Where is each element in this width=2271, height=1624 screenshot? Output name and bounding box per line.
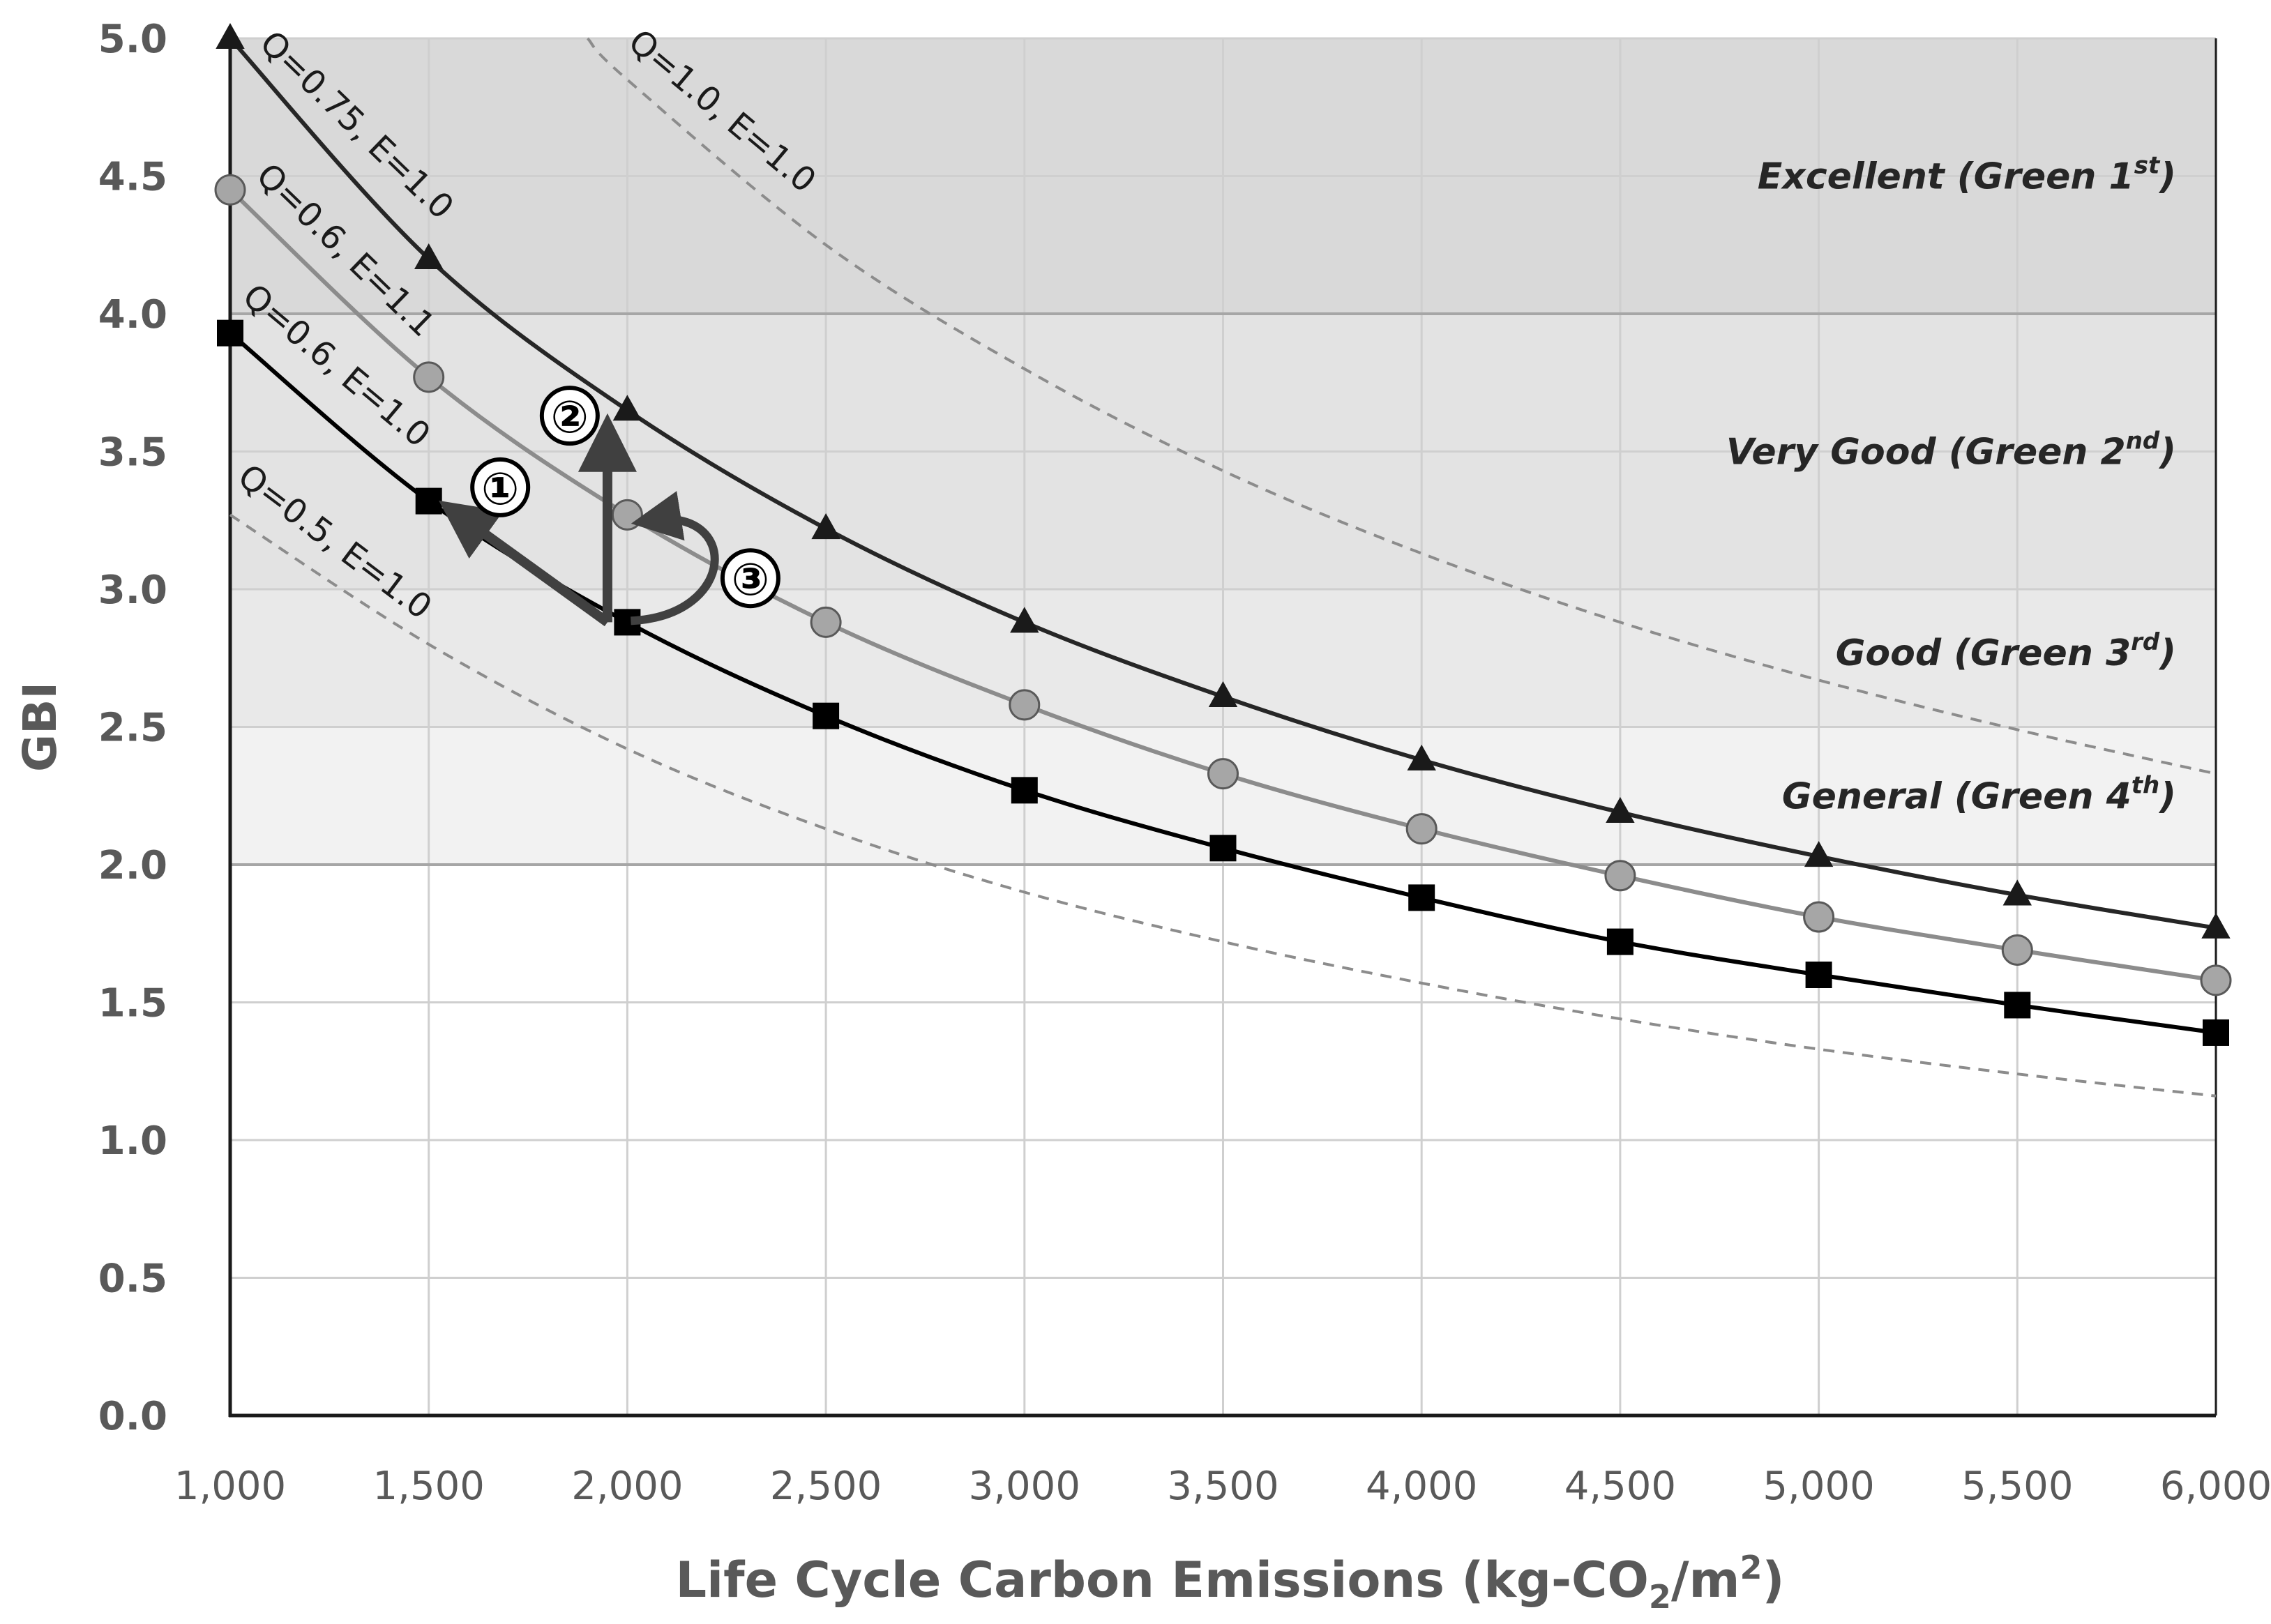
y-tick-label: 4.5 <box>98 155 167 200</box>
series-line-q-1-0-e-1-0 <box>586 37 2217 775</box>
y-tick-label: 0.0 <box>98 1394 167 1439</box>
step-marker-1: ① <box>470 457 531 517</box>
data-point-triangle <box>414 243 444 269</box>
step-marker-label: ② <box>551 392 589 443</box>
x-tick-label: 5,000 <box>1763 1464 1874 1509</box>
data-point-circle <box>413 361 445 393</box>
data-point-triangle <box>2201 912 2231 939</box>
y-tick-label: 1.0 <box>98 1118 167 1164</box>
data-point-circle <box>611 499 643 531</box>
data-point-triangle <box>1804 841 1834 867</box>
y-tick-label: 0.5 <box>98 1257 167 1302</box>
y-tick-label: 1.5 <box>98 981 167 1026</box>
data-point-circle <box>2200 964 2232 996</box>
step-marker-label: ① <box>481 464 519 515</box>
data-point-triangle <box>216 22 245 49</box>
x-axis-title: Life Cycle Carbon Emissions (kg-CO2/m2) <box>676 1549 1785 1616</box>
data-point-square <box>1408 884 1435 911</box>
data-point-square <box>813 702 840 729</box>
y-tick-label: 2.0 <box>98 843 167 888</box>
data-point-square <box>217 319 243 347</box>
data-point-circle <box>1009 689 1041 721</box>
data-point-triangle <box>811 513 840 540</box>
y-tick-label: 4.0 <box>98 292 167 337</box>
arrow-step-3 <box>631 491 719 625</box>
x-tick-label: 1,500 <box>373 1464 485 1509</box>
x-tick-label: 3,000 <box>969 1464 1080 1509</box>
data-point-circle <box>810 606 842 638</box>
arrow-step-1 <box>439 500 611 627</box>
y-tick-label: 3.5 <box>98 430 167 476</box>
y-tick-label: 2.5 <box>98 706 167 751</box>
x-tick-label: 1,000 <box>174 1464 286 1509</box>
series-q-0-75-e-1-0 <box>216 22 2231 939</box>
data-point-circle <box>1803 901 1835 933</box>
data-point-triangle <box>2002 879 2032 906</box>
y-axis-title: GBI <box>13 682 67 772</box>
axes: 0.0 0.5 1.0 1.5 2.0 2.5 3.0 3.5 4.0 4.5 5.0 1,000 1,… <box>13 17 2271 1616</box>
x-tick-label: 4,000 <box>1366 1464 1477 1509</box>
data-point-circle <box>2001 934 2033 966</box>
improvement-arrows <box>439 413 719 627</box>
y-tick-label: 3.0 <box>98 568 167 613</box>
series-q-1-0-e-1-0 <box>586 37 2217 775</box>
data-point-square <box>1805 962 1832 988</box>
data-point-triangle <box>1407 744 1436 771</box>
band-label-excellent-green-1st: Excellent (Green 1st) <box>1758 152 2176 198</box>
data-point-circle <box>1604 860 1636 892</box>
y-tick-label: 5.0 <box>98 17 167 62</box>
x-tick-label: 2,500 <box>770 1464 882 1509</box>
data-point-circle <box>1207 758 1239 790</box>
data-point-circle <box>1405 813 1438 845</box>
step-marker-3: ③ <box>720 548 780 609</box>
step-marker-label: ③ <box>732 554 769 606</box>
band-label-general-green-4th: General (Green 4th) <box>1782 771 2176 817</box>
data-point-square <box>1011 777 1038 804</box>
data-point-triangle <box>1010 607 1039 633</box>
data-point-triangle <box>1208 681 1238 708</box>
data-point-circle <box>214 174 246 206</box>
data-point-square <box>2004 992 2031 1019</box>
x-tick-label: 5,500 <box>1961 1464 2073 1509</box>
data-point-triangle <box>1606 796 1635 823</box>
series-q-0-5-e-1-0 <box>229 513 2217 1098</box>
band-label-very-good-green-2nd: Very Good (Green 2nd) <box>1726 427 2176 473</box>
x-tick-label: 4,500 <box>1564 1464 1676 1509</box>
data-point-square <box>415 487 442 515</box>
x-tick-label: 6,000 <box>2160 1464 2271 1509</box>
data-point-square <box>1606 928 1634 955</box>
data-point-square <box>1209 835 1237 862</box>
x-tick-label: 2,000 <box>571 1464 683 1509</box>
step-marker-2: ② <box>539 386 600 446</box>
data-point-square <box>2203 1019 2229 1046</box>
series-line-q-0-75-e-1-0 <box>228 36 2217 930</box>
series-line-q-0-5-e-1-0 <box>229 513 2217 1098</box>
band-label-good-green-3rd: Good (Green 3rd) <box>1836 628 2176 674</box>
x-tick-label: 3,500 <box>1167 1464 1278 1509</box>
series-q-0-6-e-1-1 <box>214 174 2232 996</box>
series-line-q-0-6-e-1-1 <box>228 188 2217 982</box>
